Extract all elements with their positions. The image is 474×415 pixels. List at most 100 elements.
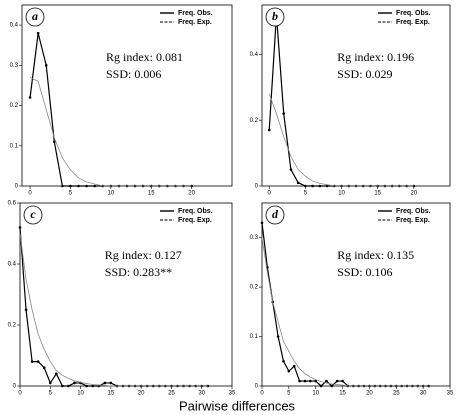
point [42, 366, 46, 370]
annotation: SSD: 0.006 [106, 67, 161, 81]
point [109, 381, 113, 385]
series-line [268, 14, 414, 187]
annotation: SSD: 0.029 [337, 67, 392, 81]
y-tick-label: 0.2 [250, 118, 259, 124]
point [44, 64, 48, 67]
panel-badge [265, 205, 285, 225]
panel-badge [23, 205, 43, 225]
y-tick-label: 0.3 [250, 235, 259, 241]
point [103, 381, 107, 385]
plot-frame [19, 202, 233, 387]
y-tick-label: 0 [15, 184, 19, 190]
y-tick-label: 0.2 [10, 103, 19, 109]
x-tick-label: 30 [420, 391, 427, 397]
point [267, 128, 271, 132]
y-tick-label: 0 [255, 384, 259, 390]
point [73, 381, 76, 385]
point [85, 184, 88, 188]
x-tick-label: 10 [77, 391, 84, 397]
point [311, 184, 314, 188]
series-line [261, 237, 429, 387]
x-tick-label: 20 [188, 191, 195, 197]
point [292, 364, 296, 368]
point [260, 221, 264, 225]
legend-label: Freq. Exp. [396, 217, 430, 224]
x-tick-label: 10 [312, 391, 319, 397]
legend-label: Freq. Obs. [178, 10, 213, 17]
point [287, 369, 291, 373]
x-tick-label: 0 [28, 191, 32, 197]
legend-label: Freq. Obs. [396, 10, 431, 17]
panel-badge [25, 7, 45, 27]
panel-badge [265, 7, 285, 27]
point [309, 379, 312, 383]
y-tick-label: 0 [13, 384, 17, 390]
point [325, 184, 329, 188]
x-tick-label: 25 [168, 391, 175, 397]
x-tick-label: 10 [108, 191, 115, 197]
x-tick-label: 25 [393, 391, 400, 397]
legend-label: Freq. Obs. [396, 208, 431, 215]
x-tick-label: 30 [198, 391, 205, 397]
x-tick-label: 5 [287, 391, 291, 397]
point [18, 226, 22, 229]
point [77, 184, 80, 188]
x-tick-label: 10 [338, 191, 345, 197]
point [335, 379, 339, 383]
x-tick-label: 20 [411, 191, 418, 197]
y-tick-label: 0 [255, 184, 259, 190]
x-tick-label: 35 [447, 391, 454, 397]
y-tick-label: 0.4 [10, 23, 19, 29]
point [69, 184, 72, 188]
y-tick-label: 0.1 [10, 143, 19, 149]
point [55, 372, 58, 376]
panel-letter: a [32, 9, 38, 23]
point [61, 184, 64, 188]
point [91, 384, 94, 388]
point [303, 379, 307, 383]
legend-label: Freq. Exp. [396, 19, 430, 26]
point [298, 379, 301, 383]
annotation: SSD: 0.283** [105, 265, 172, 279]
annotation: Rg index: 0.127 [105, 248, 182, 262]
point [318, 184, 322, 188]
point [412, 184, 416, 188]
y-tick-label: 0.3 [10, 63, 19, 69]
legend-label: Freq. Exp. [178, 19, 212, 26]
point [36, 31, 40, 35]
point [304, 184, 307, 188]
x-tick-label: 5 [69, 191, 73, 197]
x-tick-label: 15 [108, 391, 115, 397]
x-tick-label: 15 [339, 391, 346, 397]
point [282, 112, 285, 115]
y-tick-label: 0.4 [250, 52, 259, 58]
point [289, 168, 293, 171]
series-line [268, 93, 414, 187]
point [341, 379, 344, 383]
x-axis-label: Pairwise differences [179, 398, 296, 413]
point [314, 379, 318, 383]
panel-letter: c [30, 207, 36, 221]
point [296, 181, 300, 185]
x-tick-label: 20 [366, 391, 373, 397]
x-tick-label: 20 [138, 391, 145, 397]
point [48, 381, 52, 385]
x-tick-label: 0 [268, 191, 272, 197]
panel-letter: d [272, 207, 279, 221]
x-tick-label: 35 [229, 391, 236, 397]
y-tick-label: 0.2 [250, 285, 259, 291]
x-tick-label: 0 [18, 391, 22, 397]
y-tick-label: 0.4 [8, 262, 17, 268]
legend-label: Freq. Exp. [178, 217, 212, 224]
legend-label: Freq. Obs. [178, 208, 213, 215]
annotation: Rg index: 0.135 [337, 248, 414, 262]
point [28, 96, 32, 99]
x-tick-label: 5 [49, 391, 53, 397]
series-line [29, 77, 192, 187]
point [53, 140, 56, 144]
x-tick-label: 15 [374, 191, 381, 197]
point [325, 379, 328, 383]
point [24, 308, 28, 312]
y-tick-label: 0.1 [250, 334, 259, 340]
